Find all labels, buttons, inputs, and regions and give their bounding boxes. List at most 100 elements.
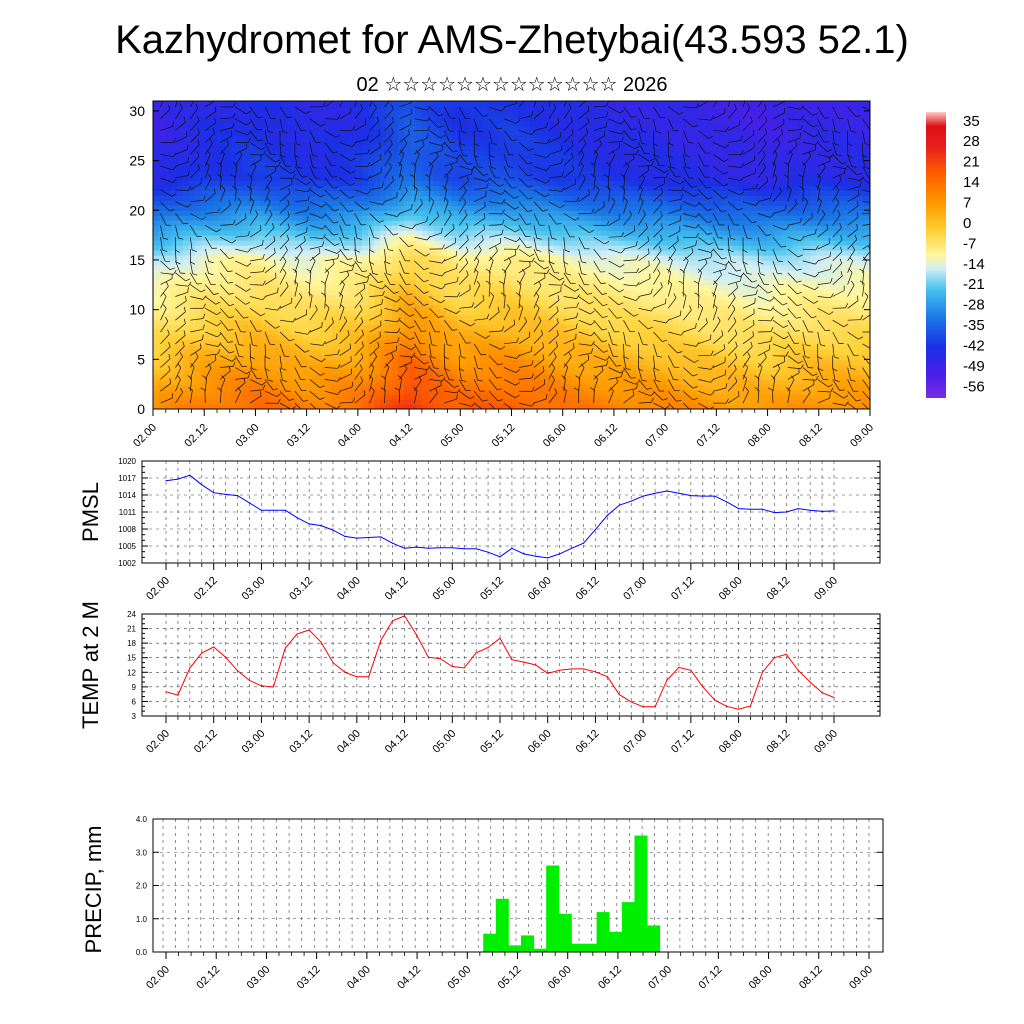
- heatmap-cell: [248, 279, 256, 286]
- heatmap-cell: [547, 379, 554, 385]
- heatmap-cell: [278, 230, 286, 236]
- heatmap-cell: [314, 259, 321, 266]
- heatmap-cell: [266, 379, 274, 385]
- heatmap-cell: [266, 220, 274, 226]
- heatmap-cell: [589, 314, 596, 321]
- heatmap-cell: [362, 329, 369, 336]
- heatmap-cell: [170, 210, 178, 216]
- heatmap-cell: [206, 379, 214, 385]
- heatmap-cell: [433, 304, 441, 311]
- heatmap-cell: [302, 200, 309, 206]
- heatmap-cell: [421, 115, 429, 122]
- heatmap-cell: [218, 389, 226, 395]
- heatmap-cell: [302, 250, 309, 256]
- heatmap-cell: [625, 210, 632, 216]
- heatmap-cell: [338, 170, 345, 177]
- heatmap-cell: [577, 245, 584, 251]
- heatmap-cell: [188, 404, 196, 409]
- heatmap-cell: [344, 289, 351, 296]
- heatmap-cell: [260, 255, 268, 261]
- heatmap-cell: [583, 220, 590, 226]
- heatmap-cell: [368, 230, 375, 236]
- heatmap-cell: [421, 299, 429, 306]
- heatmap-cell: [153, 339, 160, 346]
- heatmap-cell: [296, 344, 303, 350]
- heatmap-cell: [302, 145, 309, 152]
- heatmap-cell: [302, 175, 309, 182]
- heatmap-cell: [427, 394, 435, 400]
- heatmap-cell: [457, 354, 465, 360]
- heatmap-cell: [535, 264, 542, 271]
- heatmap-cell: [176, 324, 184, 331]
- heatmap-cell: [344, 190, 351, 196]
- heatmap-cell: [320, 220, 327, 226]
- heatmap-cell: [392, 404, 399, 409]
- heatmap-cell: [218, 284, 226, 291]
- heatmap-cell: [248, 170, 256, 177]
- heatmap-cell: [278, 294, 286, 301]
- heatmap-cell: [224, 274, 232, 281]
- heatmap-cell: [188, 205, 196, 211]
- heatmap-cell: [607, 195, 614, 201]
- heatmap-cell: [415, 140, 423, 147]
- heatmap-cell: [296, 269, 303, 276]
- heatmap-cell: [493, 205, 501, 211]
- heatmap-cell: [260, 240, 268, 246]
- heatmap-cell: [565, 364, 572, 370]
- heatmap-cell: [248, 389, 256, 395]
- heatmap-cell: [362, 324, 369, 331]
- heatmap-cell: [397, 255, 405, 261]
- heatmap-cell: [380, 269, 387, 276]
- heatmap-cell: [613, 354, 620, 360]
- heatmap-cell: [380, 404, 387, 409]
- heatmap-cell: [224, 279, 232, 286]
- heatmap-cell: [344, 359, 351, 365]
- heatmap-cell: [529, 349, 536, 355]
- heatmap-cell: [206, 255, 214, 261]
- heatmap-cell: [421, 125, 429, 132]
- heatmap-cell: [320, 329, 327, 336]
- heatmap-cell: [469, 205, 477, 211]
- heatmap-cell: [571, 115, 578, 122]
- heatmap-cell: [284, 180, 292, 187]
- heatmap-cell: [469, 160, 477, 167]
- heatmap-cell: [242, 250, 250, 256]
- heatmap-cell: [302, 274, 309, 281]
- heatmap-cell: [386, 259, 393, 266]
- heatmap-cell: [529, 180, 536, 187]
- heatmap-cell: [475, 215, 483, 221]
- heatmap-cell: [577, 269, 584, 276]
- heatmap-cell: [547, 389, 554, 395]
- heatmap-cell: [153, 195, 160, 201]
- heatmap-cell: [499, 215, 507, 221]
- heatmap-cell: [320, 399, 327, 405]
- heatmap-cell: [194, 200, 202, 206]
- heatmap-cell: [541, 329, 548, 336]
- heatmap-cell: [170, 205, 178, 211]
- heatmap-cell: [415, 394, 423, 400]
- heatmap-cell: [613, 170, 620, 177]
- heatmap-cell: [362, 140, 369, 147]
- heatmap-cell: [350, 354, 357, 360]
- heatmap-cell: [284, 334, 292, 341]
- heatmap-cell: [248, 344, 256, 350]
- heatmap-cell: [164, 284, 172, 291]
- heatmap-cell: [457, 259, 465, 266]
- heatmap-cell: [218, 155, 226, 162]
- heatmap-cell: [266, 205, 274, 211]
- heatmap-cell: [170, 250, 178, 256]
- heatmap-cell: [326, 284, 333, 291]
- heatmap-cell: [284, 399, 292, 405]
- heatmap-cell: [182, 130, 190, 137]
- heatmap-cell: [439, 195, 447, 201]
- heatmap-cell: [254, 369, 262, 375]
- heatmap-cell: [571, 284, 578, 291]
- heatmap-cell: [284, 349, 292, 355]
- heatmap-cell: [475, 175, 483, 182]
- heatmap-cell: [511, 170, 519, 177]
- heatmap-cell: [457, 195, 465, 201]
- heatmap-cell: [284, 160, 292, 167]
- heatmap-cell: [254, 404, 262, 409]
- heatmap-cell: [386, 190, 393, 196]
- heatmap-cell: [314, 101, 321, 107]
